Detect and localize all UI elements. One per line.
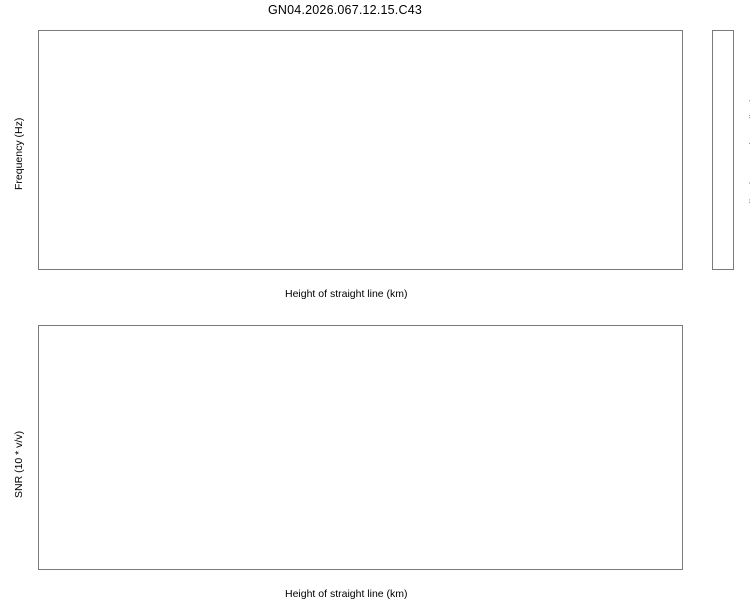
spectrogram-frame: [38, 30, 683, 270]
bottom-y-axis-label: SNR (10 * v/v): [13, 430, 25, 498]
snr-canvas: [38, 325, 683, 570]
top-x-axis-label: Height of straight line (km): [285, 288, 408, 300]
bottom-x-axis-label: Height of straight line (km): [285, 588, 408, 600]
figure-title: GN04.2026.067.12.15.C43: [267, 3, 423, 17]
top-y-axis-label: Frequency (Hz): [13, 117, 25, 190]
colorbar-gradient: [712, 30, 734, 270]
colorbar-frame: [712, 30, 734, 270]
spectrogram-canvas: [38, 30, 683, 270]
snr-frame: [38, 325, 683, 570]
